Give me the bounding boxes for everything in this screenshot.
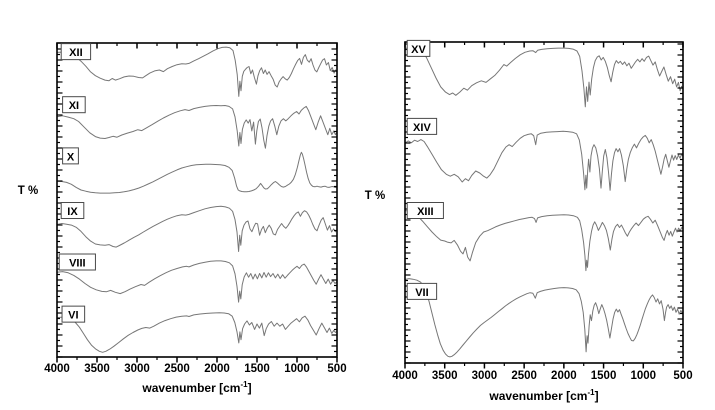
spectrum-curve-XI (56, 105, 338, 149)
x-axis-title: wavenumber [cm-1] (141, 380, 251, 395)
x-tick-label: 2000 (551, 370, 577, 382)
series-label-XIII: XIII (417, 206, 434, 218)
series-label-IX: IX (67, 206, 78, 218)
x-tick-label: 4000 (44, 363, 70, 375)
ftir-panel-right: 4000 3500 3000 2500 2000 1500 1000 500 XV XIV XIII… (355, 0, 715, 410)
series-label-XV: XV (411, 44, 426, 56)
x-tick-label: 4000 (392, 370, 418, 382)
x-tick-label: 500 (327, 363, 346, 375)
x-tick-label: 2500 (164, 363, 190, 375)
ftir-panel-left: 4000 3500 3000 2500 2000 1500 1000 500 XII XI X IX V… (0, 0, 355, 410)
series-label-box-VII (406, 282, 438, 300)
series-label-box-VIII (58, 253, 96, 271)
x-tick-label: 1500 (591, 370, 617, 382)
series-label-box-XV (406, 39, 431, 57)
spectrum-curve-XV (404, 47, 684, 108)
series-label-VIII: VIII (69, 258, 86, 270)
series-label-box-XIV (406, 117, 438, 135)
spectra-plot-svg: 4000 3500 3000 2500 2000 1500 1000 500 XII XI X IX V… (18, 42, 347, 395)
series-label-box-VI (61, 305, 86, 323)
x-tick-label: 3000 (124, 363, 150, 375)
plot-frame (404, 41, 684, 364)
series-label-XIV: XIV (413, 122, 431, 134)
spectrum-curve-X (56, 151, 338, 194)
x-axis-title: wavenumber [cm-1] (488, 388, 598, 403)
series-label-XII: XII (69, 47, 82, 59)
y-axis-title: T % (365, 190, 385, 202)
x-tick-label: 3500 (84, 363, 110, 375)
y-axis-title: T % (18, 185, 38, 197)
x-tick-label: 2000 (204, 363, 230, 375)
plot-frame (56, 42, 338, 358)
spectrum-curve-IX (56, 205, 338, 252)
x-tick-label: 1000 (630, 370, 656, 382)
spectra-plot-svg: 4000 3500 3000 2500 2000 1500 1000 500 XV XIV XIII… (365, 39, 693, 403)
series-label-VI: VI (68, 310, 78, 322)
spectrum-curve-VII (404, 278, 684, 358)
x-tick-label: 2500 (511, 370, 537, 382)
series-label-box-IX (60, 202, 85, 220)
spectrum-curve-VI (56, 312, 338, 353)
series-label-XI: XI (69, 100, 79, 112)
series-label-box-X (62, 147, 79, 165)
series-label-box-XII (60, 43, 92, 61)
x-tick-label: 1000 (284, 363, 310, 375)
x-tick-label: 3000 (472, 370, 498, 382)
series-label-box-XIII (406, 202, 444, 219)
series-label-box-XI (62, 96, 86, 114)
spectrum-curve-VIII (56, 260, 338, 303)
x-tick-label: 500 (673, 370, 692, 382)
series-label-VII: VII (415, 287, 428, 299)
x-tick-label: 3500 (432, 370, 458, 382)
series-label-X: X (67, 151, 75, 163)
spectrum-curve-XII (56, 46, 338, 97)
spectrum-curve-XIV (404, 130, 684, 191)
x-tick-label: 1500 (244, 363, 270, 375)
spectrum-curve-XIII (404, 210, 684, 272)
